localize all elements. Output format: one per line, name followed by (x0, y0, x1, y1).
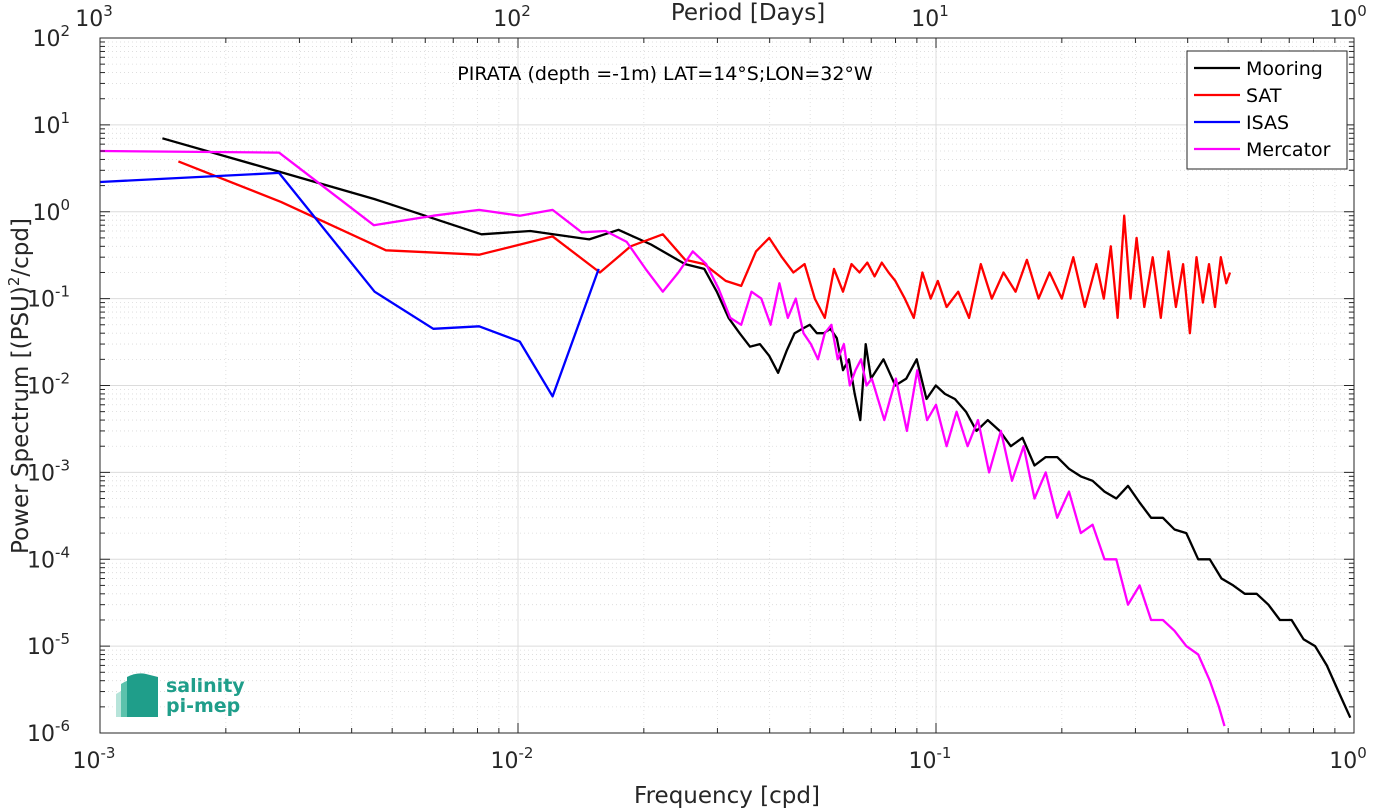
legend-label-mercator: Mercator (1246, 139, 1331, 161)
y-tick-label: 10-1 (27, 283, 70, 313)
y-axis-label-sup: 2 (5, 277, 23, 287)
y-tick-label-base: 10 (27, 375, 55, 400)
y-tick-label-exp: -5 (55, 630, 70, 648)
x-tick-label-exp: -1 (937, 744, 952, 762)
y-tick-label-exp: -6 (55, 717, 70, 735)
y-tick-label-base: 10 (27, 635, 55, 660)
y-tick-label-exp: 0 (60, 196, 70, 214)
y-tick-label-exp: -2 (55, 370, 70, 388)
x-tick-label: 100 (1329, 744, 1367, 774)
x-tick-label-exp: -3 (101, 744, 116, 762)
x-tick-label: 10-2 (491, 744, 534, 774)
x-tick-label-base: 10 (909, 749, 937, 774)
x2-tick-label: 101 (911, 2, 949, 32)
y-tick-label-base: 10 (32, 114, 60, 139)
x2-tick-label: 103 (75, 2, 113, 32)
x-axis-label: Frequency [cpd] (634, 783, 820, 809)
x-tick-label-base: 10 (491, 749, 519, 774)
logo-wave-front (127, 673, 158, 717)
y-tick-label-base: 10 (27, 548, 55, 573)
x2-tick-label-exp: 2 (521, 2, 531, 20)
x2-tick-label-base: 10 (1329, 7, 1357, 32)
x-tick-label-exp: 0 (1357, 744, 1367, 762)
x-tick-label-exp: -2 (519, 744, 534, 762)
salinity-pimep-logo: salinity pi-mep (116, 673, 245, 717)
series-line-mooring (162, 137, 1352, 719)
x2-tick-label-base: 10 (911, 7, 939, 32)
y-tick-label-base: 10 (27, 722, 55, 747)
x2-tick-label-exp: 1 (939, 2, 949, 20)
x2-tick-label-exp: 0 (1357, 2, 1367, 20)
legend-label-isas: ISAS (1246, 112, 1289, 134)
y-tick-label-base: 10 (27, 461, 55, 486)
series-line-isas (99, 171, 600, 398)
legend-label-mooring: Mooring (1246, 58, 1323, 80)
x-tick-label-base: 10 (1329, 749, 1357, 774)
y-tick-label: 10-6 (27, 717, 70, 747)
series-line-mercator (99, 149, 1226, 727)
logo-text-salinity: salinity (166, 675, 245, 697)
legend-label-sat: SAT (1246, 85, 1282, 107)
chart-title: PIRATA (depth =-1m) LAT=14°S;LON=32°W (457, 63, 873, 85)
y-tick-label-exp: -4 (55, 543, 70, 561)
series-line-sat (177, 160, 1232, 335)
x2-tick-label: 102 (493, 2, 531, 32)
y-axis-label-main: Power Spectrum [(PSU) (8, 286, 34, 554)
y-tick-label: 10-5 (27, 630, 70, 660)
y-tick-label: 10-4 (27, 543, 70, 573)
x2-tick-label-base: 10 (493, 7, 521, 32)
y-tick-label: 101 (32, 109, 70, 139)
y-tick-label-exp: 2 (60, 22, 70, 40)
y-tick-label: 100 (32, 196, 70, 226)
x-tick-label-base: 10 (73, 749, 101, 774)
y-tick-label-exp: -1 (55, 283, 70, 301)
logo-text-pimep: pi-mep (166, 695, 240, 717)
x-tick-label: 10-1 (909, 744, 952, 774)
y-axis-label: Power Spectrum [(PSU)2/cpd] (5, 218, 34, 554)
x2-tick-label-exp: 3 (103, 2, 113, 20)
legend: Mooring SAT ISAS Mercator (1186, 50, 1348, 170)
y-tick-label-exp: -3 (55, 456, 70, 474)
y-tick-label-exp: 1 (60, 109, 70, 127)
x2-tick-label-base: 10 (75, 7, 103, 32)
x2-axis-label: Period [Days] (671, 0, 825, 26)
tick-marks (99, 37, 1355, 734)
y-tick-label: 10-2 (27, 370, 70, 400)
y-axis-label-tail: /cpd] (8, 218, 34, 277)
y-tick-label-base: 10 (27, 288, 55, 313)
series-layer (99, 137, 1352, 727)
y-tick-label-base: 10 (32, 27, 60, 52)
x2-tick-label: 100 (1329, 2, 1367, 32)
y-tick-label: 102 (32, 22, 70, 52)
y-tick-label: 10-3 (27, 456, 70, 486)
y-tick-label-base: 10 (32, 201, 60, 226)
x-tick-label: 10-3 (73, 744, 116, 774)
